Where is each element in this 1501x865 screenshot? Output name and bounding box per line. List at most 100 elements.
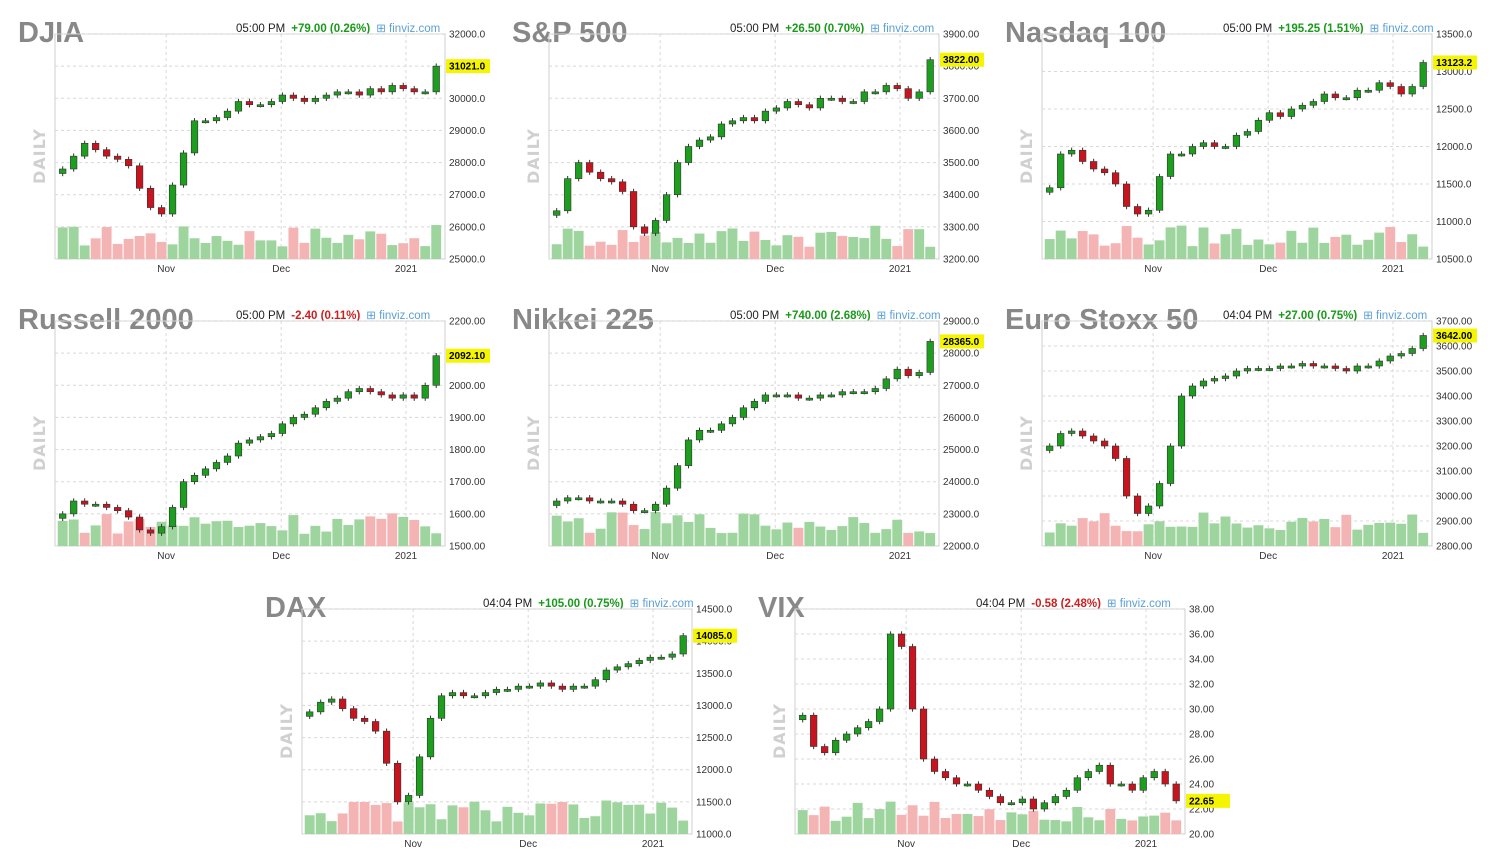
y-tick-label: 27000.0 (943, 381, 980, 392)
volume-bar (398, 243, 409, 259)
y-tick-label: 24.00 (1189, 780, 1214, 791)
chart-euro-stoxx-50: Euro Stoxx 50 04:04 PM +27.00 (0.75%) ⊞ fin… (1005, 295, 1485, 575)
y-tick-label: 13500.0 (696, 669, 733, 680)
volume-bar (431, 533, 442, 546)
finviz-link[interactable]: ⊞ finviz.com (877, 310, 941, 322)
finviz-link[interactable]: ⊞ finviz.com (1107, 598, 1171, 610)
candle (366, 88, 374, 96)
candle (926, 341, 934, 373)
candle (871, 388, 879, 393)
finviz-link[interactable]: ⊞ finviz.com (376, 23, 440, 35)
volume-bar (244, 525, 255, 546)
candle (761, 110, 770, 122)
volume-bar (101, 514, 112, 546)
volume-bar (870, 225, 881, 259)
candle (640, 226, 649, 234)
finviz-link[interactable]: ⊞ finviz.com (870, 23, 934, 35)
finviz-link[interactable]: ⊞ finviz.com (366, 310, 430, 322)
finviz-link[interactable]: ⊞ finviz.com (1370, 23, 1434, 35)
volume-bar (387, 513, 398, 546)
finviz-logo-text: finviz.com (1119, 598, 1171, 610)
x-tick-label: Nov (404, 839, 422, 850)
candle (1397, 353, 1405, 357)
last-price-label: 2092.10 (449, 351, 486, 362)
y-tick-label: 11500.0 (1436, 180, 1472, 191)
x-tick-label: 2021 (395, 551, 418, 562)
candle (1139, 777, 1147, 791)
candle (783, 101, 791, 109)
candle (657, 656, 665, 660)
y-tick-label: 29000.0 (449, 126, 486, 137)
volume-bar (255, 523, 266, 546)
volume-bar (1363, 524, 1374, 546)
volume-bar (551, 515, 562, 546)
candle (1265, 368, 1274, 371)
candle (1309, 363, 1317, 367)
candle (190, 120, 199, 154)
volume-bar (694, 514, 705, 546)
candle (717, 423, 726, 431)
candle (871, 91, 879, 95)
candle (1243, 368, 1252, 372)
candle (1122, 458, 1131, 497)
volume-bar (1220, 516, 1231, 546)
volume-bar (705, 527, 716, 546)
candle (1265, 112, 1274, 121)
volume-bar (623, 804, 634, 834)
x-tick-label: Nov (897, 839, 915, 850)
last-price-box (1433, 328, 1477, 343)
finviz-link[interactable]: ⊞ finviz.com (1363, 310, 1427, 322)
x-tick-label: Nov (651, 551, 669, 562)
volume-bar (645, 813, 656, 834)
volume-bar (804, 246, 815, 259)
candle (695, 139, 704, 147)
finviz-link[interactable]: ⊞ finviz.com (630, 598, 694, 610)
candle (377, 88, 385, 93)
last-price-box (940, 52, 984, 67)
candle (1320, 93, 1328, 102)
y-tick-label: 28.00 (1189, 730, 1214, 741)
chart-djia: DJIA 05:00 PM +79.00 (0.26%) ⊞ finviz.com DA… (18, 8, 498, 288)
candle (739, 117, 748, 122)
candle (146, 529, 155, 534)
finviz-logo-icon: ⊞ (1363, 310, 1377, 322)
last-price-label: 3822.00 (943, 55, 980, 66)
y-tick-label: 38.00 (1189, 605, 1214, 616)
candle (157, 207, 166, 215)
volume-bar (469, 801, 480, 834)
candle (317, 701, 325, 713)
price-change: +740.00 (2.68%) (785, 310, 871, 322)
candle (860, 391, 868, 395)
volume-bar (1165, 526, 1176, 546)
finviz-logo-text: finviz.com (889, 310, 941, 322)
candle (470, 695, 479, 699)
last-price-box (446, 59, 490, 74)
candle (1079, 149, 1087, 162)
candle (1150, 771, 1158, 779)
candle (92, 142, 100, 151)
candle (1166, 153, 1175, 177)
volume-bar (837, 235, 848, 259)
candle (553, 210, 561, 216)
y-tick-label: 27000.0 (449, 190, 486, 201)
volume-bar (661, 523, 672, 546)
y-tick-label: 3200.00 (943, 255, 980, 266)
candle (366, 388, 374, 393)
candle (1133, 206, 1142, 215)
volume-bar (896, 814, 907, 834)
finviz-logo-text: finviz.com (642, 598, 694, 610)
volume-bar (617, 230, 628, 259)
candle (1221, 146, 1230, 149)
volume-bar (1044, 239, 1055, 259)
candle (1298, 104, 1306, 110)
volume-bar (1297, 517, 1308, 546)
volume-bar (101, 227, 112, 259)
volume-bar (1198, 227, 1209, 259)
candle (1018, 798, 1027, 804)
quote-time: 05:00 PM (730, 310, 780, 322)
x-tick-label: 2021 (889, 551, 912, 562)
volume-bar (222, 240, 233, 259)
candle (382, 730, 391, 764)
y-tick-label: 3000.00 (1436, 492, 1473, 503)
volume-bar (277, 246, 288, 259)
